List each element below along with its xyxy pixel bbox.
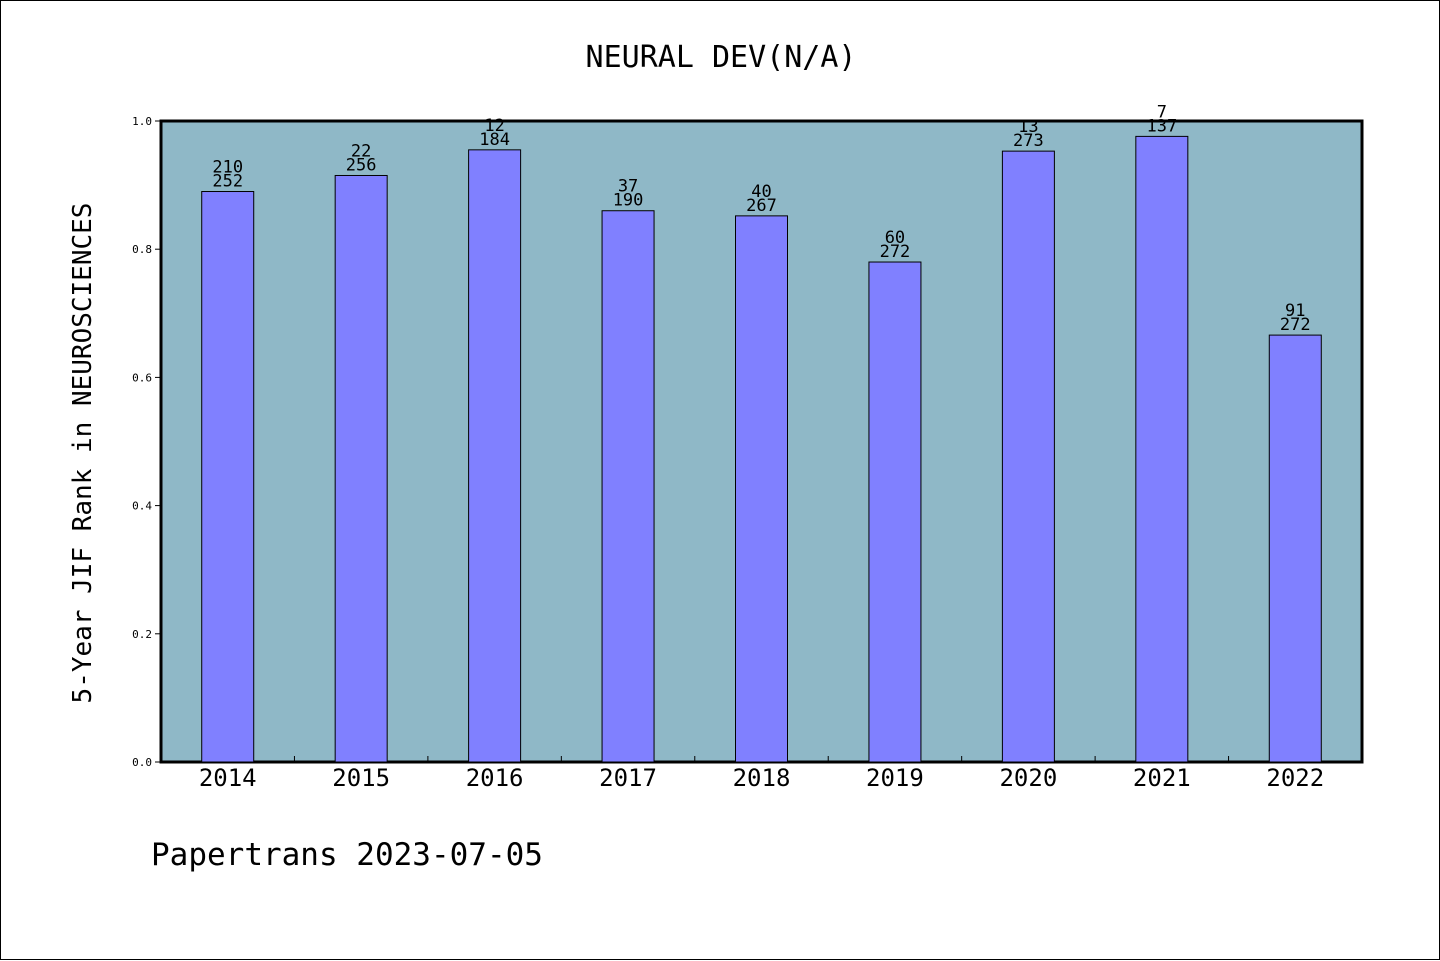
total-label: 272	[1280, 315, 1311, 335]
rank-label: 91	[1285, 301, 1305, 321]
chart-title: NEURAL DEV(N/A)	[586, 40, 857, 75]
y-axis-label: 5-Year JIF Rank in NEUROSCIENCES	[68, 203, 98, 704]
bar-2016	[468, 149, 522, 763]
rank-label: 40	[751, 182, 771, 202]
x-tick-label: 2021	[1133, 764, 1191, 792]
x-ticks: 2014 2015 2016 2017 2018 2019 2020 2021 2022	[199, 756, 1324, 792]
total-label: 273	[1013, 131, 1044, 151]
y-tick-label: 0.6	[132, 371, 152, 384]
total-label: 256	[346, 155, 377, 175]
y-tick-label: 0.2	[132, 628, 152, 641]
x-tick-label: 2017	[599, 764, 657, 792]
x-tick-label: 2019	[866, 764, 924, 792]
bar-2015	[334, 174, 388, 763]
x-tick-label: 2015	[332, 764, 390, 792]
total-label: 252	[212, 172, 243, 192]
rank-label: 37	[618, 177, 638, 197]
rank-label: 60	[885, 228, 905, 248]
y-ticks: 0.0 0.2 0.4 0.6 0.8 1.0	[132, 115, 161, 769]
bar-2020	[1001, 150, 1055, 763]
bars-layer	[201, 135, 1322, 763]
total-label: 184	[479, 130, 510, 150]
y-tick-label: 0.8	[132, 243, 152, 256]
x-tick-label: 2014	[199, 764, 257, 792]
rank-label: 12	[484, 116, 504, 136]
total-label: 267	[746, 196, 777, 216]
footer-text: Papertrans 2023-07-05	[151, 837, 543, 873]
bar-2018	[735, 215, 788, 763]
y-tick-label: 1.0	[132, 115, 152, 128]
x-tick-label: 2016	[466, 764, 524, 792]
rank-label: 7	[1157, 102, 1167, 122]
x-tick-label: 2022	[1266, 764, 1324, 792]
x-tick-label: 2020	[999, 764, 1057, 792]
y-tick-label: 0.0	[132, 756, 152, 769]
rank-label: 22	[351, 141, 371, 161]
rank-label: 210	[212, 158, 243, 178]
bar-2022	[1268, 334, 1322, 763]
total-label: 137	[1146, 116, 1177, 136]
y-tick-label: 0.4	[132, 500, 152, 513]
total-label: 190	[613, 191, 644, 211]
bar-2014	[201, 191, 255, 763]
bar-2021	[1135, 135, 1189, 763]
rank-label: 13	[1018, 117, 1038, 137]
bar-2019	[868, 261, 922, 763]
total-label: 272	[880, 242, 911, 262]
x-tick-label: 2018	[733, 764, 791, 792]
bar-2017	[601, 210, 655, 763]
